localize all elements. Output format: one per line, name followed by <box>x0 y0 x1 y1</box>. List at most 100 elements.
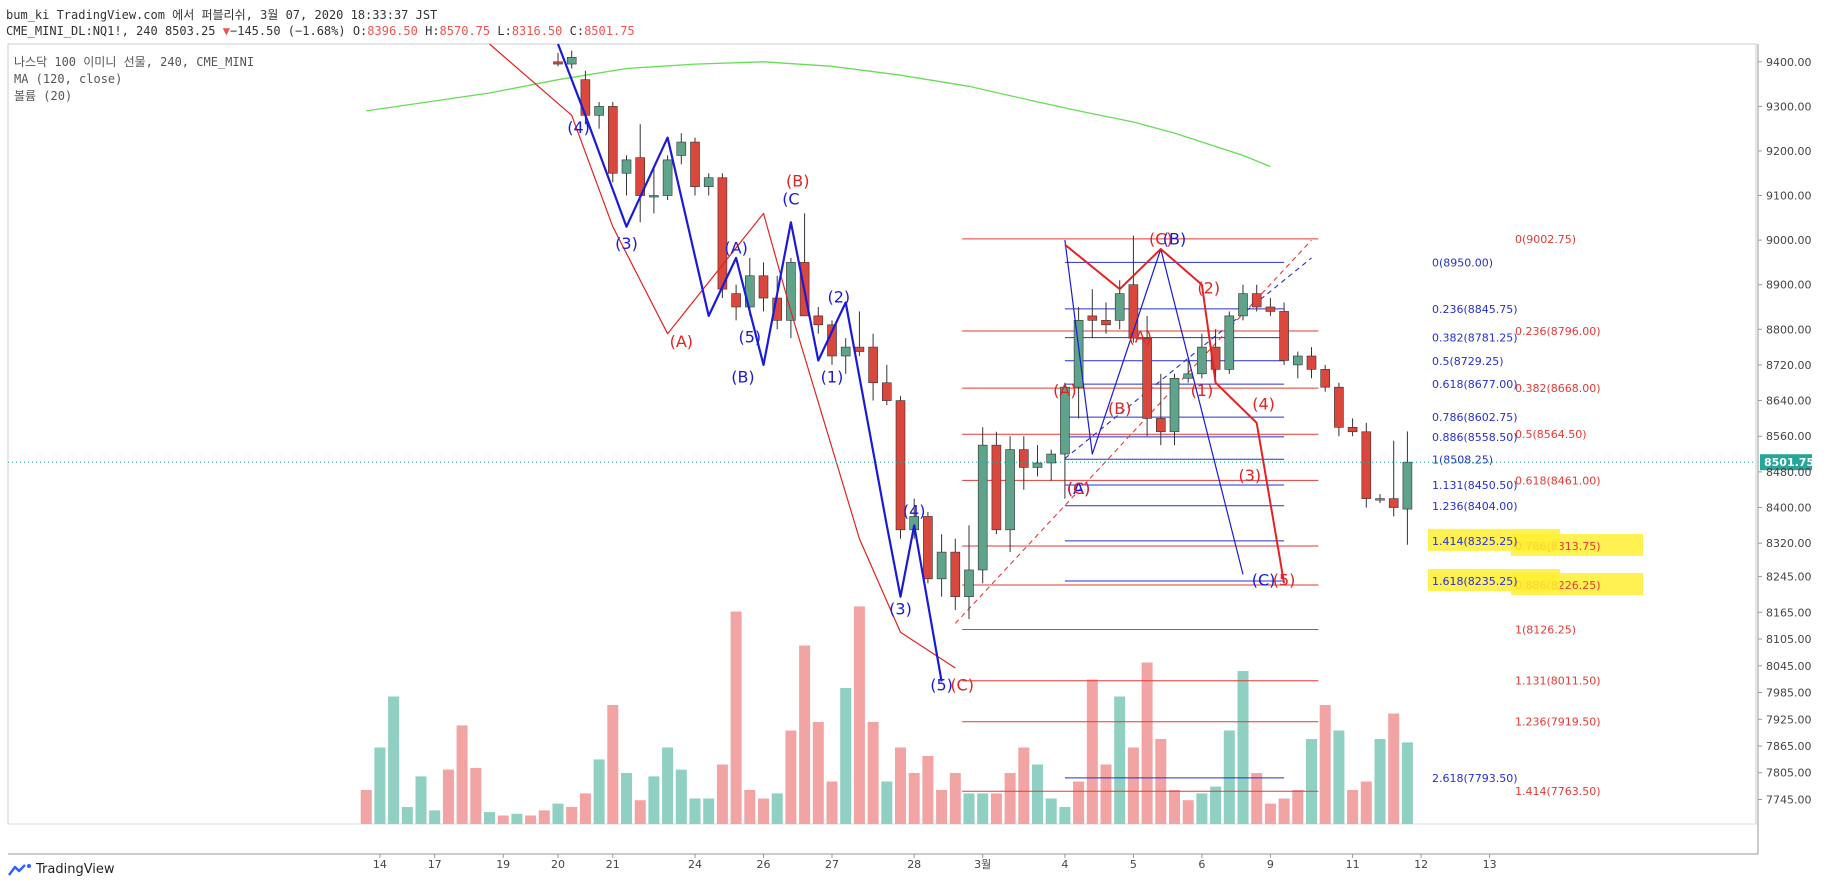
volume-bar <box>881 781 893 824</box>
low-value: 8316.50 <box>511 24 563 38</box>
volume-bar <box>1333 730 1345 824</box>
price-tick-label: 8720.00 <box>1766 359 1812 372</box>
change-arrow-icon: ▼ <box>222 24 230 38</box>
volume-bar <box>853 606 865 824</box>
volume-bar <box>1264 803 1276 824</box>
volume-bars <box>360 606 1413 824</box>
fib-retracement-blue: 0(8950.00) 0.236(8845.75) 0.382(8781.25) 0.… <box>1064 256 1560 785</box>
price-axis-ticks: 9400.00 9300.00 9200.00 9100.00 9000.00 8900.… <box>1758 56 1812 806</box>
candle-body <box>1046 453 1056 464</box>
symbol-label: CME_MINI_DL:NQ1!, 240 <box>6 24 158 38</box>
volume-bar <box>497 815 509 824</box>
price-tick-label: 8045.00 <box>1766 660 1812 673</box>
candle-body <box>813 315 824 326</box>
time-tick-label: 20 <box>551 858 565 871</box>
fib-level-label: 1.131(8011.50) <box>1515 675 1601 688</box>
wave-label: (C) <box>1252 571 1276 590</box>
volume-bar <box>1155 739 1167 824</box>
fib-level-label: 1.414(7763.50) <box>1515 785 1601 798</box>
fib-level-label: 0.236(8845.75) <box>1432 303 1518 316</box>
price-tick-label: 8165.00 <box>1766 606 1812 619</box>
wave-label: (C) <box>950 675 974 694</box>
tradingview-icon <box>8 863 31 876</box>
volume-bar <box>1127 747 1139 824</box>
candle-body <box>758 275 769 299</box>
volume-bar <box>1360 781 1372 824</box>
volume-bar <box>908 773 920 824</box>
fib-level-label: 0(9002.75) <box>1515 233 1576 246</box>
wave-label: (3) <box>889 600 912 619</box>
wave-label: (C <box>782 189 799 208</box>
time-tick-label: 12 <box>1414 858 1428 871</box>
volume-bar <box>470 767 482 824</box>
volume-bar <box>607 705 619 824</box>
wave-label: (B) <box>731 368 754 387</box>
time-tick-label: 28 <box>907 858 921 871</box>
candle-body <box>1347 427 1358 433</box>
fib-level-label: 0.618(8677.00) <box>1432 378 1518 391</box>
volume-bar <box>388 696 400 824</box>
wave-label: (B) <box>786 172 809 191</box>
open-value: 8396.50 <box>367 24 418 38</box>
legend-volume[interactable]: 볼륨 (20) <box>14 89 73 103</box>
wave-label: (4) <box>903 501 926 520</box>
volume-bar <box>1401 742 1413 824</box>
time-tick-label: 9 <box>1267 858 1274 871</box>
volume-bar <box>566 807 578 824</box>
candle-body <box>1306 355 1317 370</box>
candle-body <box>1005 449 1015 531</box>
volume-bar <box>442 769 454 824</box>
volume-bar <box>456 725 468 824</box>
volume-bar <box>360 790 372 824</box>
legend-ma[interactable]: MA (120, close) <box>14 72 123 86</box>
volume-bar <box>1292 790 1304 824</box>
volume-bar <box>429 810 441 824</box>
volume-bar <box>895 747 906 824</box>
time-tick-label: 4 <box>1061 858 1068 871</box>
ohlc-line: CME_MINI_DL:NQ1!, 240 8503.25 ▼−145.50 (… <box>6 24 635 38</box>
ma120-line <box>366 61 1271 168</box>
wave-label: (A) <box>1129 328 1152 347</box>
low-label: L: <box>497 24 512 38</box>
volume-bar <box>401 807 413 824</box>
volume-bar <box>1278 798 1290 824</box>
wave-label: (1) <box>1191 381 1214 400</box>
volume-bar <box>1100 764 1112 824</box>
fib-level-label: 0.5(8729.25) <box>1432 355 1504 368</box>
candle-body <box>621 159 632 174</box>
wave-label: (A) <box>670 332 693 351</box>
volume-bar <box>415 776 427 824</box>
volume-bar <box>1374 739 1386 824</box>
candle-body <box>936 551 947 580</box>
candle-body <box>1101 320 1111 326</box>
candle-body <box>1238 293 1248 317</box>
legend-series-title[interactable]: 나스닥 100 이미니 선물, 240, CME_MINI <box>14 55 255 69</box>
tradingview-logo[interactable]: TradingView <box>8 862 115 877</box>
volume-bar <box>538 810 550 824</box>
fib-highlight <box>1428 528 1560 551</box>
candle-body <box>1210 346 1221 370</box>
fib-level-label: 1.414(8325.25) <box>1432 535 1518 548</box>
volume-bar <box>1388 713 1400 824</box>
price-tick-label: 7985.00 <box>1766 687 1812 700</box>
volume-bar <box>1306 739 1317 824</box>
price-tick-label: 8560.00 <box>1766 430 1812 443</box>
volume-bar <box>1045 798 1057 824</box>
candle-body <box>731 293 741 308</box>
time-tick-label: 27 <box>825 858 839 871</box>
volume-bar <box>621 773 632 824</box>
candle-body <box>923 516 933 580</box>
volume-bar <box>1210 786 1222 824</box>
volume-bar <box>826 781 838 824</box>
volume-bar <box>552 803 564 824</box>
volume-bar <box>634 800 646 824</box>
fib-level-label: 1.236(8404.00) <box>1432 500 1518 513</box>
candle-body <box>1334 386 1344 428</box>
candle-body <box>786 262 796 321</box>
price-tick-label: 8400.00 <box>1766 502 1812 515</box>
time-tick-label: 24 <box>688 858 702 871</box>
time-axis-ticks: 14 17 19 20 21 24 26 27 28 3월 4 5 6 9 11 12 13 <box>373 854 1497 871</box>
volume-bar <box>949 773 961 824</box>
volume-bar <box>689 798 701 824</box>
